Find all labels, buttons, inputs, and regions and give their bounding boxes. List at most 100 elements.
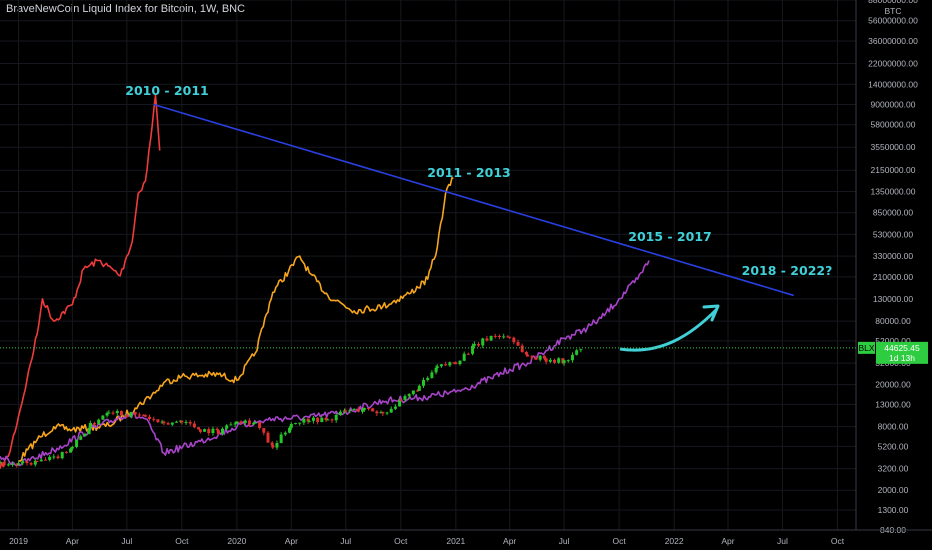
candle-body (29, 463, 33, 465)
candle-body (52, 456, 56, 458)
tag-price: 44625.45 (884, 343, 920, 353)
candle-body (252, 422, 256, 425)
candle-body (575, 350, 579, 355)
currency-label: BTC (885, 6, 902, 16)
candle-body (229, 424, 233, 426)
candle-body (320, 417, 324, 422)
y-tick-label: 36000000.00 (868, 36, 918, 46)
y-tick-label: 1350000.00 (871, 187, 916, 197)
candle-body (170, 422, 174, 425)
y-tick-label: 52000.00 (875, 336, 911, 346)
y-axis: 88000000.00 56000000.00 36000000.00 2200000… (868, 0, 918, 535)
x-tick-label: Oct (831, 536, 845, 546)
candle-body (398, 399, 402, 407)
candle-body (211, 428, 215, 434)
candle-body (105, 413, 109, 416)
y-tick-label: 56000000.00 (868, 16, 918, 26)
candle-body (142, 414, 146, 416)
candle-body (21, 461, 25, 464)
candle-body (393, 406, 397, 409)
candle-body (557, 358, 561, 363)
candle-body (298, 422, 302, 424)
candle-body (512, 337, 516, 343)
candle-body (107, 412, 111, 414)
candle-body (233, 423, 237, 425)
era-label-2015-2017: 2015 - 2017 (628, 229, 711, 244)
candle-body (462, 353, 466, 361)
candle-body (198, 429, 202, 432)
candle-body (311, 417, 315, 421)
candle-body (352, 408, 356, 410)
last-price-tag[interactable]: BLX 44625.45 1d 13h (858, 341, 928, 364)
tag-countdown: 1d 13h (889, 353, 915, 363)
era-label-2018-2022: 2018 - 2022? (742, 263, 833, 278)
candle-body (330, 419, 334, 421)
candle-body (356, 408, 360, 412)
candle-body (307, 420, 311, 422)
candle-body (466, 353, 470, 355)
candle-body (111, 412, 115, 414)
candle-body (101, 415, 105, 420)
candle-body (452, 362, 456, 364)
candle-body (344, 410, 348, 412)
candle-body (156, 419, 160, 423)
y-tick-label: 210000.00 (873, 272, 913, 282)
resistance-trendline (153, 103, 795, 297)
candle-body (6, 464, 10, 466)
candle-body (271, 445, 275, 448)
candle-body (192, 423, 196, 428)
candle-body (180, 420, 184, 423)
grid (0, 0, 856, 531)
candle-body (93, 422, 97, 424)
candle-body (15, 463, 19, 465)
tag-price-bg (876, 341, 928, 364)
candle-body (444, 364, 448, 366)
candle-body (434, 367, 438, 373)
candle-body (316, 417, 320, 422)
candle-body (502, 336, 506, 338)
x-tick-label: Oct (394, 536, 408, 546)
y-tick-label: 8000.00 (878, 422, 909, 432)
candle-body (493, 335, 497, 337)
candle-body (411, 390, 415, 395)
y-tick-label: 2000.00 (878, 485, 909, 495)
candle-body (435, 366, 439, 368)
candle-body (448, 362, 452, 366)
candle-body (87, 428, 91, 434)
candle-body (79, 436, 83, 440)
candle-body (203, 429, 207, 432)
candle-body (407, 394, 411, 397)
candle-body (324, 417, 328, 421)
candle-body (160, 421, 164, 423)
candle-body (477, 344, 481, 346)
candle-body (125, 414, 129, 417)
candle-body (389, 408, 393, 413)
candle-body (215, 428, 219, 431)
y-tick-label: 130000.00 (873, 294, 913, 304)
candle-body (60, 451, 64, 459)
candle-body (97, 419, 101, 424)
candles-layer (0, 333, 583, 468)
candle-body (75, 439, 79, 447)
candle-body (454, 362, 458, 365)
candle-body (381, 412, 385, 414)
candle-body (33, 460, 37, 465)
x-tick-label: Apr (285, 536, 298, 546)
candle-body (143, 415, 147, 417)
candle-body (243, 420, 247, 423)
y-tick-label: 2150000.00 (871, 165, 916, 175)
candle-body (247, 420, 251, 425)
candle-body (262, 428, 266, 433)
x-tick-label: 2021 (446, 536, 465, 546)
candle-body (119, 410, 123, 416)
candle-body (548, 359, 552, 362)
candle-body (184, 422, 188, 424)
candle-body (17, 463, 21, 465)
candle-body (174, 421, 178, 423)
y-tick-label: 1300.00 (878, 505, 909, 515)
candle-body (43, 459, 47, 461)
candle-body (64, 451, 68, 453)
y-tick-label: 850000.00 (873, 208, 913, 218)
candle-body (362, 407, 366, 411)
